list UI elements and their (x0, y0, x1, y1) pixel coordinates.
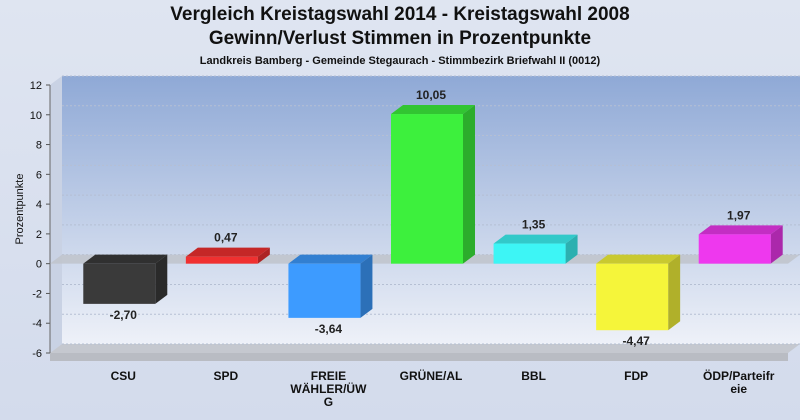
data-label: -4,47 (622, 334, 650, 348)
y-axis-label: Prozentpunkte (14, 174, 26, 245)
y-tick-label: 2 (36, 229, 42, 241)
bar-top (83, 254, 168, 264)
bar (288, 263, 361, 318)
data-label: 1,35 (522, 218, 546, 232)
data-label: -3,64 (315, 322, 343, 336)
plot-floor (50, 344, 800, 353)
bar (698, 234, 771, 264)
bar-side (463, 105, 475, 264)
bar-top (493, 234, 578, 244)
x-tick-label: ÖDP/Parteifr eie (703, 368, 775, 396)
data-label: 0,47 (214, 231, 238, 245)
x-tick-label: BBL (521, 369, 546, 383)
y-tick-label: 0 (36, 259, 42, 271)
bar-top (391, 105, 475, 115)
bar (83, 263, 156, 304)
data-label: 10,05 (416, 88, 446, 102)
bar (391, 114, 463, 264)
plot-floor-edge (50, 353, 788, 361)
x-tick-label: SPD (214, 369, 239, 383)
bar-top (185, 247, 270, 257)
chart-title-line1: Vergleich Kreistagswahl 2014 - Kreistags… (170, 4, 630, 25)
bar-top (288, 254, 373, 264)
bar-top (698, 225, 783, 235)
bar (493, 243, 566, 264)
bar-side (257, 247, 270, 264)
y-tick-label: 10 (30, 110, 42, 122)
x-tick-label: FREIE WÄHLER/ÜW G (290, 369, 367, 409)
y-tick-label: 12 (30, 80, 42, 92)
data-label: -2,70 (110, 308, 138, 322)
x-tick-label: GRÜNE/AL (400, 368, 463, 383)
y-tick-label: -2 (32, 288, 42, 300)
x-tick-label: FDP (624, 369, 648, 383)
chart-title-line2: Gewinn/Verlust Stimmen in Prozentpunkte (208, 28, 592, 49)
plot-side-wall (50, 76, 62, 353)
y-tick-label: -6 (32, 348, 42, 360)
data-label: 1,97 (727, 208, 751, 222)
x-tick-label: CSU (111, 369, 136, 383)
bar (596, 263, 669, 331)
y-tick-label: 4 (36, 199, 42, 211)
y-tick-label: 6 (36, 169, 42, 181)
bar-side (770, 225, 783, 264)
bar-side (565, 234, 578, 264)
y-tick-label: -4 (32, 318, 42, 330)
bar-side (668, 254, 681, 331)
bar-top (596, 254, 681, 264)
chart-subtitle: Landkreis Bamberg - Gemeinde Stegaurach … (199, 55, 601, 67)
bar-side (360, 254, 373, 318)
bar (185, 256, 258, 264)
bar-side (155, 254, 168, 304)
y-tick-label: 8 (36, 140, 42, 152)
